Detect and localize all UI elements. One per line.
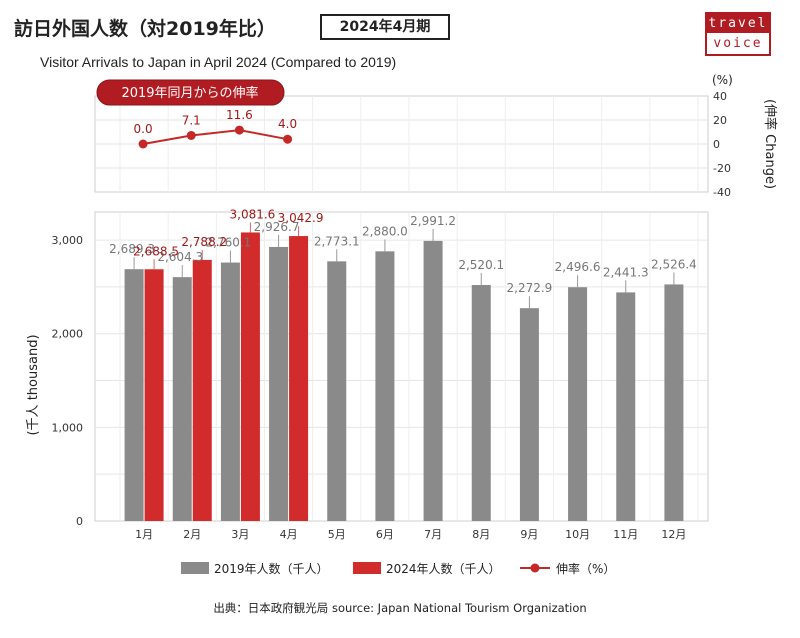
x-tick-label: 3月	[231, 528, 249, 541]
source-note: 出典：日本政府観光局 source: Japan National Touris…	[213, 601, 587, 615]
legend-label-2024: 2024年人数（千人）	[386, 561, 501, 576]
growth-point	[283, 134, 293, 144]
bar-2019-value-label: 2,689.3	[109, 242, 155, 256]
bar-2019	[616, 292, 636, 521]
x-tick-label: 1月	[135, 528, 153, 541]
bar-2019	[568, 287, 588, 521]
legend-label-growth: 伸率（%）	[556, 561, 615, 576]
upper-unit-label: (%)	[712, 73, 733, 87]
logo-top-text: travel	[707, 14, 769, 33]
x-tick-label: 12月	[661, 528, 686, 541]
bar-2019-value-label: 2,526.4	[651, 257, 697, 271]
x-tick-label: 2月	[183, 528, 201, 541]
y-tick-label: 3,000	[52, 234, 84, 247]
upper-y-tick-label: 20	[713, 114, 727, 127]
bar-2019	[269, 246, 289, 521]
upper-axis-title: (伸率 Change)	[762, 99, 778, 189]
x-tick-label: 6月	[376, 528, 394, 541]
bar-2019	[375, 251, 395, 521]
bar-2024	[192, 259, 212, 521]
bar-2019	[124, 269, 144, 521]
x-tick-label: 5月	[328, 528, 346, 541]
chart-subtitle: Visitor Arrivals to Japan in April 2024 …	[40, 54, 397, 70]
bar-2019	[423, 240, 443, 521]
growth-point	[234, 125, 244, 135]
chart-title: 訪日外国人数（対2019年比）	[14, 18, 276, 40]
bar-2024	[144, 269, 164, 521]
bar-2019-value-label: 2,991.2	[410, 214, 456, 228]
bar-2019-value-label: 2,272.9	[507, 281, 553, 295]
legend-swatch-2024	[353, 562, 381, 574]
x-tick-label: 9月	[520, 528, 538, 541]
x-tick-label: 7月	[424, 528, 442, 541]
upper-y-tick-label: -20	[713, 162, 731, 175]
growth-line	[142, 129, 288, 145]
upper-y-tick-label: 0	[713, 138, 720, 151]
growth-badge-label: 2019年同月からの伸率	[121, 85, 258, 101]
period-badge: 2024年4月期	[320, 14, 450, 40]
bar-2019	[172, 277, 192, 521]
legend-swatch-2019	[181, 562, 209, 574]
y-tick-label: 2,000	[52, 328, 84, 341]
upper-panel-badge: 2019年同月からの伸率	[96, 79, 285, 106]
bar-2019-value-label: 2,880.0	[362, 224, 408, 238]
bar-2019	[664, 284, 684, 521]
bar-2019-value-label: 2,496.6	[555, 260, 601, 274]
bar-2024-value-label: 3,042.9	[278, 211, 324, 225]
bar-2019	[519, 308, 539, 521]
bar-2019	[220, 262, 240, 521]
bar-2019-value-label: 2,441.3	[603, 265, 649, 279]
growth-point	[186, 130, 196, 140]
bar-2019	[327, 261, 347, 521]
bar-2019-value-label: 2,773.1	[314, 234, 360, 248]
growth-point	[138, 139, 148, 149]
x-tick-label: 8月	[472, 528, 490, 541]
lower-panel-frame	[94, 211, 709, 522]
legend: 2019年人数（千人） 2024年人数（千人） 伸率（%）	[181, 561, 615, 576]
y-tick-label: 0	[76, 515, 83, 528]
upper-y-tick-label: -40	[713, 186, 731, 199]
bar-2024-value-label: 2,688.5	[133, 244, 179, 258]
upper-y-tick-label: 40	[713, 90, 727, 103]
y-tick-label: 1,000	[52, 421, 84, 434]
growth-value-label: 4.0	[278, 117, 297, 131]
bar-2019-value-label: 2,520.1	[458, 258, 504, 272]
legend-marker-growth	[530, 563, 540, 573]
growth-badge	[96, 79, 285, 106]
x-tick-label: 10月	[565, 528, 590, 541]
bar-2024-value-label: 3,081.6	[230, 207, 276, 221]
bar-2019-value-label: 2,604.3	[157, 250, 203, 264]
bar-2019	[471, 285, 491, 521]
growth-value-label: 0.0	[134, 122, 153, 136]
logo-bottom-text: voice	[713, 36, 763, 51]
travelvoice-logo: travel voice	[705, 12, 771, 56]
upper-panel: -40 -20 0 20 40 0.0 7.1 11.6 4.0 2019年同月からの伸率 (…	[94, 73, 778, 199]
lower-axis-title: (千人 thousand)	[26, 334, 41, 435]
x-tick-label: 11月	[613, 528, 638, 541]
growth-value-label: 7.1	[182, 113, 201, 127]
bar-2019-value-label: 2,760.1	[206, 236, 252, 250]
growth-value-label: 11.6	[226, 108, 253, 122]
legend-label-2019: 2019年人数（千人）	[214, 561, 329, 576]
bar-2024	[240, 232, 260, 521]
bar-2019-value-label: 2,926.7	[254, 220, 300, 234]
bar-2024	[289, 236, 309, 521]
x-tick-label: 4月	[280, 528, 298, 541]
bar-2024-value-label: 2,788.2	[181, 235, 227, 249]
